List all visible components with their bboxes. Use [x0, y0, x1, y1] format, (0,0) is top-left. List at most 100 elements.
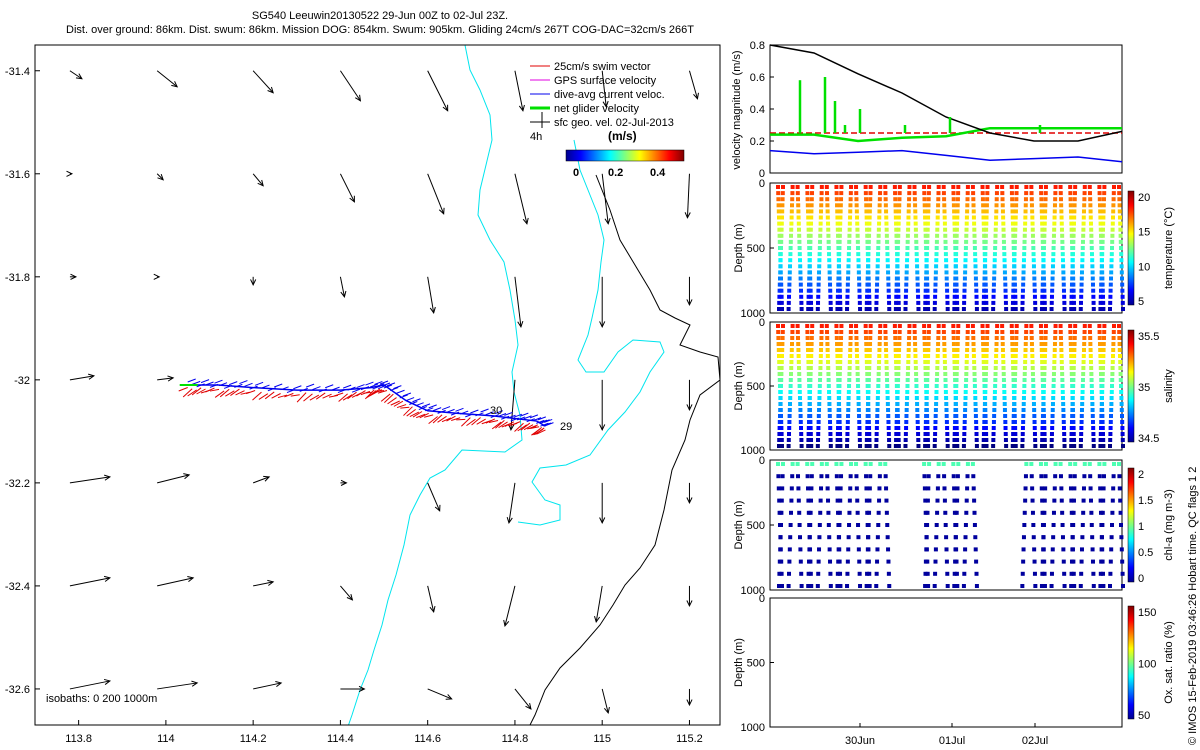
swim-vector [252, 391, 262, 401]
profile-point [864, 474, 869, 479]
dac-vector [200, 379, 210, 384]
profile-point [1088, 221, 1093, 226]
profile-point [1068, 185, 1073, 189]
profile-point [925, 360, 930, 364]
geo-vector [601, 70, 609, 108]
profile-point [787, 420, 792, 424]
profile-point [854, 185, 859, 189]
profile-point [1109, 276, 1113, 281]
profile-point [1120, 276, 1124, 281]
profile-point [780, 203, 785, 208]
profile-point [878, 462, 883, 466]
profile-point [972, 366, 977, 370]
profile-point [994, 330, 999, 334]
profile-point [943, 378, 948, 382]
profile-point [788, 402, 793, 406]
profile-point [903, 444, 908, 448]
profile-point [896, 354, 901, 358]
swim-vector [498, 421, 508, 429]
depth-ylabel: Depth (m) [733, 501, 745, 550]
profile-point [955, 360, 960, 364]
profile-point [953, 258, 958, 263]
profile-point [907, 185, 912, 189]
profile-point [1001, 366, 1006, 370]
profile-point [779, 360, 784, 364]
profile-point [1031, 239, 1036, 244]
profile-point [865, 366, 870, 370]
profile-point [788, 258, 793, 263]
profile-point [1072, 330, 1077, 334]
profile-point [883, 462, 888, 466]
profile-point [1052, 354, 1057, 358]
profile-point [1087, 330, 1092, 334]
profile-point [1089, 366, 1094, 370]
profile-point [914, 372, 919, 376]
profile-point [818, 366, 823, 370]
profile-point [1033, 444, 1038, 448]
profile-point [819, 197, 824, 202]
profile-point [923, 360, 928, 364]
profile-point [904, 282, 909, 287]
profile-point [1081, 372, 1086, 376]
profile-point [1039, 209, 1044, 214]
profile-point [954, 246, 959, 250]
profile-point [788, 246, 793, 250]
profile-point [944, 408, 949, 412]
profile-point [905, 239, 910, 244]
profile-point [1051, 372, 1056, 376]
profile-point [1119, 396, 1124, 400]
profile-point [894, 414, 899, 418]
profile-point [1011, 227, 1016, 232]
profile-point [1119, 270, 1124, 275]
profile-point [1000, 336, 1005, 340]
profile-point [933, 276, 938, 281]
profile-point [779, 510, 784, 515]
profile-point [1030, 233, 1035, 238]
profile-point [1021, 258, 1026, 263]
colorbar-tick-label: 15 [1138, 227, 1150, 239]
swim-vector [441, 417, 452, 423]
swim-vector [356, 390, 366, 397]
profile-point [780, 191, 785, 196]
profile-point [857, 438, 862, 442]
profile-point [854, 324, 859, 328]
profile-point [817, 402, 822, 406]
profile-point [799, 294, 804, 299]
profile-point [964, 239, 969, 244]
profile-point [1053, 474, 1058, 479]
profile-point [894, 366, 899, 370]
profile-point [1078, 438, 1083, 442]
legend-label-dac: dive-avg current veloc. [554, 89, 665, 101]
profile-point [1090, 408, 1095, 412]
profile-point [983, 372, 988, 376]
profile-point [835, 498, 840, 503]
profile-point [1041, 252, 1046, 257]
profile-point [866, 390, 871, 394]
profile-point [1000, 191, 1005, 196]
profile-point [913, 209, 918, 214]
profile-point [805, 324, 810, 328]
profile-point [915, 408, 920, 412]
profile-point [1060, 523, 1065, 527]
profile-point [1100, 366, 1105, 370]
swim-vector [296, 392, 307, 403]
geo-vector [252, 70, 274, 94]
profile-point [1080, 535, 1085, 540]
profile-point [1021, 559, 1026, 564]
profile-point [836, 559, 841, 564]
profile-point [1089, 227, 1094, 232]
profile-point [1042, 239, 1047, 244]
profile-point [984, 227, 989, 232]
profile-point [868, 191, 873, 196]
profile-point [1117, 209, 1122, 214]
profile-point [1051, 258, 1056, 263]
profile-point [1002, 252, 1007, 257]
profile-point [1022, 246, 1027, 250]
profile-point [1050, 559, 1055, 564]
profile-point [914, 233, 919, 238]
profile-point [1100, 246, 1105, 250]
time-tick-label: 30Jun [845, 735, 875, 747]
profile-point [991, 420, 996, 424]
profile-point [953, 396, 958, 400]
